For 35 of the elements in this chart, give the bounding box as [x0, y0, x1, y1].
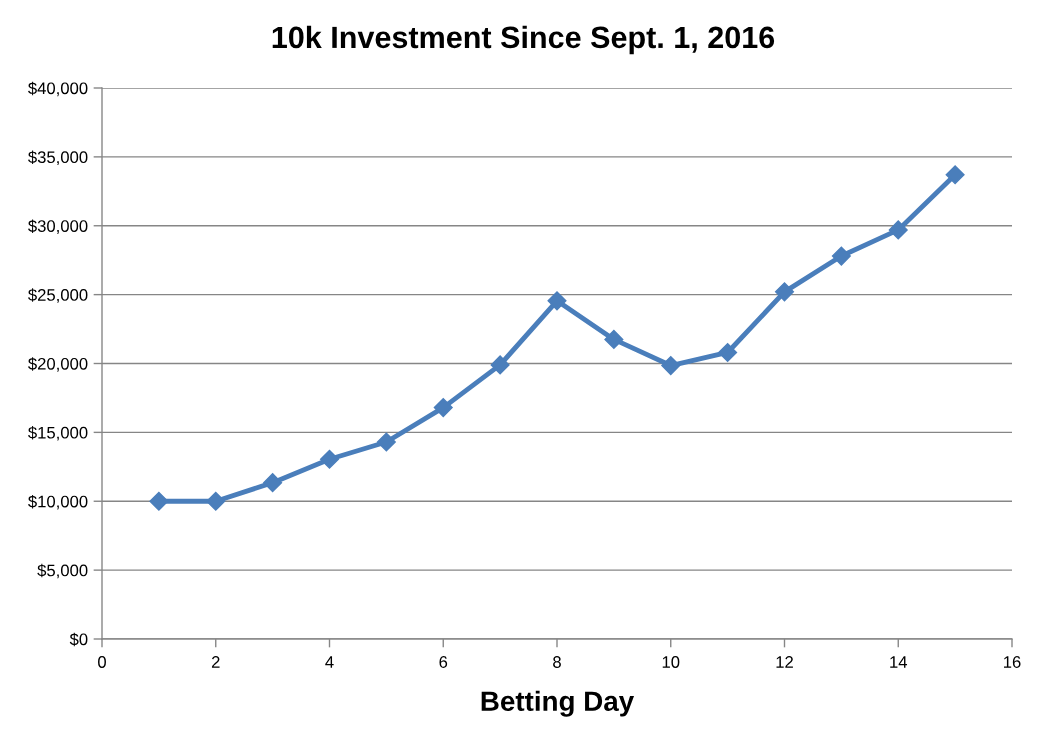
y-tick-label: $25,000	[28, 288, 88, 303]
point	[831, 246, 851, 266]
point	[718, 342, 738, 363]
point	[433, 398, 453, 418]
point	[774, 282, 795, 302]
x-tick-label: 12	[776, 656, 793, 668]
y-tick-label: $10,000	[28, 494, 88, 510]
point	[263, 473, 283, 493]
y-tick-label: $35,000	[28, 150, 88, 166]
x-tick-label: 10	[662, 656, 680, 668]
point	[149, 491, 169, 511]
y-tick-label: $5,000	[37, 563, 88, 579]
y-tick-label: $15,000	[28, 426, 88, 441]
point	[604, 329, 624, 349]
point	[945, 165, 965, 185]
x-axis-title: Betting Day	[481, 690, 635, 717]
x-tick-label: 16	[1004, 656, 1021, 668]
x-tick-label: 14	[890, 656, 908, 668]
point	[547, 291, 567, 311]
point	[319, 449, 340, 469]
x-tick-label: 4	[325, 656, 334, 668]
point	[888, 220, 908, 240]
x-tick-label: 2	[211, 656, 220, 668]
point	[376, 432, 396, 452]
chart-title: 10k Investment Since Sept. 1, 2016	[272, 25, 775, 55]
y-tick-label: $30,000	[28, 219, 88, 234]
y-tick-label: $0	[69, 632, 88, 647]
x-tick-label: 8	[553, 656, 561, 668]
point	[206, 491, 226, 511]
y-tick-label: $40,000	[28, 81, 88, 97]
x-tick-label: 6	[439, 656, 448, 668]
y-tick-label: $20,000	[28, 357, 88, 372]
x-tick-label: 0	[98, 656, 106, 668]
point	[490, 355, 510, 375]
point	[661, 356, 681, 376]
